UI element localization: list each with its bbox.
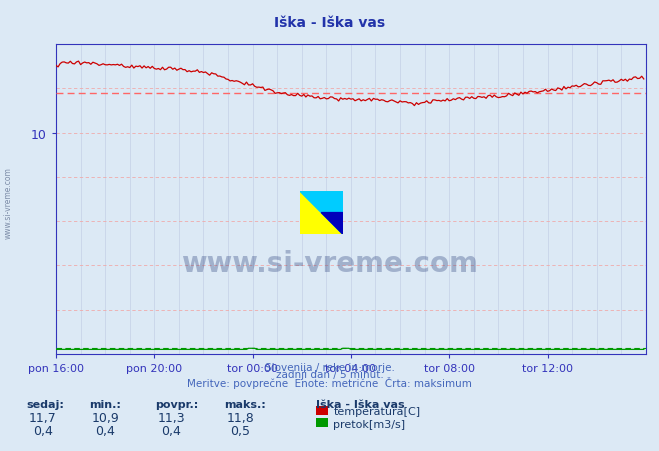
- Text: www.si-vreme.com: www.si-vreme.com: [181, 250, 478, 278]
- Text: min.:: min.:: [89, 399, 121, 409]
- Text: www.si-vreme.com: www.si-vreme.com: [3, 167, 13, 239]
- Polygon shape: [322, 213, 343, 235]
- Text: 11,7: 11,7: [29, 411, 57, 424]
- Text: 0,4: 0,4: [33, 424, 53, 437]
- Text: pretok[m3/s]: pretok[m3/s]: [333, 419, 405, 429]
- Text: 0,5: 0,5: [231, 424, 250, 437]
- Text: Meritve: povprečne  Enote: metrične  Črta: maksimum: Meritve: povprečne Enote: metrične Črta:…: [187, 376, 472, 388]
- Text: 11,3: 11,3: [158, 411, 185, 424]
- Text: temperatura[C]: temperatura[C]: [333, 406, 420, 416]
- Text: 10,9: 10,9: [92, 411, 119, 424]
- Text: Iška - Iška vas: Iška - Iška vas: [274, 16, 385, 30]
- Text: 11,8: 11,8: [227, 411, 254, 424]
- Text: Iška - Iška vas: Iška - Iška vas: [316, 399, 405, 409]
- Text: maks.:: maks.:: [224, 399, 266, 409]
- Polygon shape: [300, 192, 343, 235]
- Text: 0,4: 0,4: [161, 424, 181, 437]
- Text: Slovenija / reke in morje.: Slovenija / reke in morje.: [264, 362, 395, 372]
- Text: povpr.:: povpr.:: [155, 399, 198, 409]
- Text: 0,4: 0,4: [96, 424, 115, 437]
- Text: sedaj:: sedaj:: [26, 399, 64, 409]
- Text: zadnji dan / 5 minut.: zadnji dan / 5 minut.: [275, 369, 384, 379]
